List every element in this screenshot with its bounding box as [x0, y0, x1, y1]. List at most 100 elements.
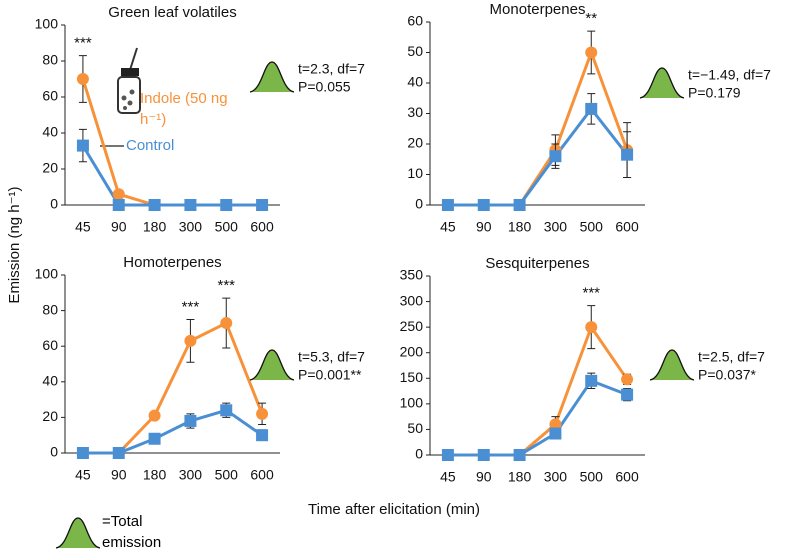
stat-text: P=0.037*	[698, 367, 757, 383]
y-tick-label: 50	[407, 420, 423, 436]
y-tick-label: 0	[415, 196, 423, 212]
y-tick-label: 60	[42, 337, 58, 353]
point	[477, 199, 490, 211]
point	[256, 407, 269, 420]
y-tick-label: 100	[35, 266, 59, 282]
panel-title: Monoterpenes	[490, 1, 586, 18]
x-tick-label: 180	[508, 469, 532, 485]
total-emission-outline	[649, 349, 695, 381]
legend-label: Indole (50 ng h⁻¹)	[140, 90, 228, 128]
x-tick-label: 500	[580, 469, 604, 485]
total-emission-icon	[250, 350, 294, 380]
point	[76, 139, 89, 152]
y-tick-label: 10	[407, 165, 423, 181]
x-tick-label: 300	[179, 219, 203, 235]
x-tick-label: 45	[440, 469, 456, 485]
y-tick-label: 80	[42, 301, 58, 317]
point	[112, 199, 125, 211]
series-line	[447, 323, 629, 457]
x-tick-label: 600	[615, 469, 639, 485]
x-tick-label: 600	[250, 219, 274, 235]
stat-text: P=0.179	[688, 85, 741, 101]
y-tick-label: 40	[42, 373, 58, 389]
stat-text: P=0.055	[298, 79, 351, 95]
y-tick-label: 20	[42, 408, 58, 424]
y-tick-label: 100	[400, 395, 424, 411]
total-emission-outline	[249, 61, 295, 93]
panel-title: Sesquiterpenes	[485, 255, 589, 272]
series-line	[447, 106, 629, 207]
x-tick-label: 90	[111, 467, 127, 483]
x-tick-label: 600	[615, 219, 639, 235]
y-tick-label: 20	[407, 135, 423, 151]
point	[148, 409, 161, 422]
y-tick-label: 20	[42, 160, 58, 176]
stat-text: t=5.3, df=7	[298, 349, 365, 365]
x-tick-label: 180	[143, 219, 167, 235]
y-tick-label: 50	[407, 43, 423, 59]
y-tick-label: 60	[42, 88, 58, 104]
point	[148, 199, 161, 211]
x-tick-label: 90	[476, 219, 492, 235]
point	[220, 404, 233, 417]
y-tick-label: 0	[50, 444, 58, 460]
y-tick-label: 250	[400, 318, 424, 334]
point	[585, 374, 598, 387]
significance: ***	[582, 285, 600, 302]
significance: ***	[182, 298, 200, 315]
total-emission-note: =Total emission	[102, 513, 162, 551]
y-tick-label: 0	[415, 446, 423, 462]
y-axis-label: Emission (ng h⁻¹)	[6, 186, 23, 303]
point	[184, 414, 197, 427]
stat-text: t=2.3, df=7	[298, 61, 365, 77]
point	[549, 150, 562, 163]
x-tick-label: 600	[250, 467, 274, 483]
stat-text: P=0.001**	[298, 367, 362, 383]
point	[220, 317, 233, 330]
series-line	[82, 320, 264, 455]
total-emission-icon	[250, 62, 294, 92]
total-emission-outline	[249, 349, 295, 381]
point	[220, 199, 233, 211]
stat-text: t=2.5, df=7	[698, 349, 765, 365]
x-tick-label: 90	[476, 469, 492, 485]
x-tick-label: 180	[508, 219, 532, 235]
x-tick-label: 180	[143, 467, 167, 483]
point	[112, 188, 125, 201]
point	[477, 449, 490, 461]
y-tick-label: 100	[35, 16, 59, 32]
x-tick-label: 300	[544, 469, 568, 485]
vial-icon	[117, 47, 141, 114]
total-emission-outline	[639, 67, 685, 99]
significance: ***	[217, 277, 235, 294]
y-tick-label: 30	[407, 104, 423, 120]
legend-label: Control	[126, 137, 175, 154]
x-tick-label: 90	[111, 219, 127, 235]
x-tick-label: 45	[75, 467, 91, 483]
point	[148, 432, 161, 445]
point	[256, 429, 269, 442]
series-line	[82, 408, 263, 455]
point	[513, 199, 526, 211]
y-tick-label: 40	[407, 74, 423, 90]
stat-text: t=−1.49, df=7	[688, 67, 771, 83]
y-tick-label: 40	[42, 124, 58, 140]
x-tick-label: 500	[215, 219, 239, 235]
point	[441, 449, 454, 461]
point	[112, 447, 125, 459]
y-tick-label: 200	[400, 343, 424, 359]
significance: **	[585, 10, 597, 27]
point	[549, 418, 562, 431]
x-tick-label: 300	[544, 219, 568, 235]
note-icon	[55, 517, 101, 549]
point	[585, 102, 598, 115]
y-tick-label: 60	[407, 13, 423, 29]
point	[621, 148, 634, 161]
y-tick-label: 350	[400, 267, 424, 283]
point	[184, 199, 197, 211]
point	[549, 427, 562, 440]
total-emission-icon	[640, 68, 684, 98]
y-tick-label: 150	[400, 369, 424, 385]
